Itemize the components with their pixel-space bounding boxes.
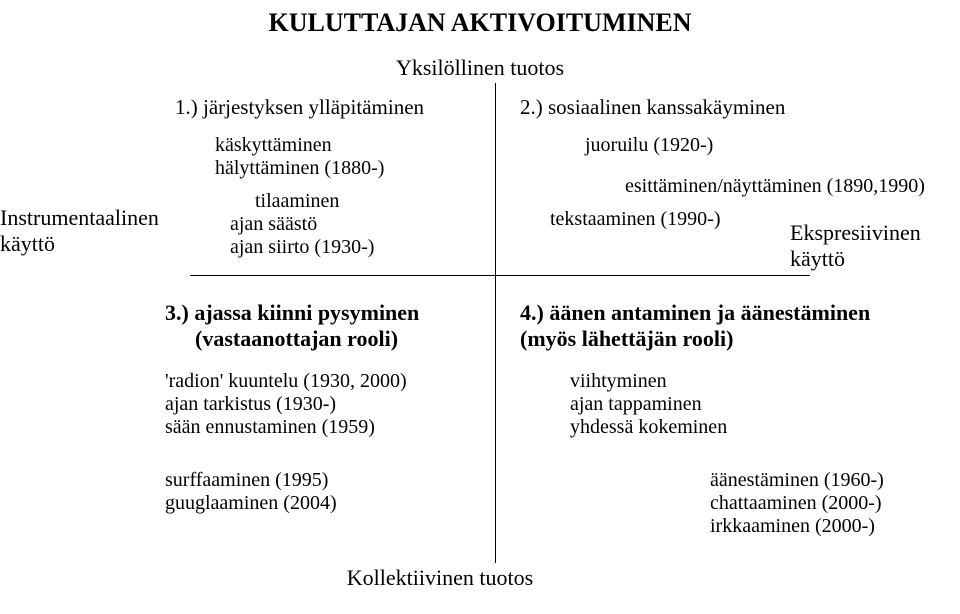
quadrant-2: 2.) sosiaalinen kanssakäyminen juoruilu … xyxy=(520,95,960,231)
q1-line-c: tilaaminen xyxy=(175,190,485,213)
horizontal-axis-line xyxy=(190,275,810,276)
quadrant-3: 3.) ajassa kiinni pysyminen (vastaanotta… xyxy=(165,300,495,515)
q3-line-c: sään ennustaminen (1959) xyxy=(165,416,495,439)
q1-line-e: ajan siirto (1930-) xyxy=(175,236,485,259)
q2-heading: 2.) sosiaalinen kanssakäyminen xyxy=(520,95,960,120)
q3-heading-l2: (vastaanottajan rooli) xyxy=(165,326,495,352)
q4-line-d: äänestäminen (1960-) xyxy=(520,469,960,492)
quadrant-4: 4.) äänen antaminen ja äänestäminen (myö… xyxy=(520,300,960,538)
q3-line-a: 'radion' kuuntelu (1930, 2000) xyxy=(165,370,495,393)
right-axis-line2: käyttö xyxy=(790,246,960,272)
q4-line-c: yhdessä kokeminen xyxy=(520,416,960,439)
left-axis-line2: käyttö xyxy=(0,231,195,257)
q4-heading-l1: 4.) äänen antaminen ja äänestäminen xyxy=(520,300,960,326)
q4-line-b: ajan tappaminen xyxy=(520,393,960,416)
q1-line-b: hälyttäminen (1880-) xyxy=(175,157,485,180)
page-title: KULUTTAJAN AKTIVOITUMINEN xyxy=(0,8,960,38)
q1-heading: 1.) järjestyksen ylläpitäminen xyxy=(175,95,485,120)
q3-line-b: ajan tarkistus (1930-) xyxy=(165,393,495,416)
left-axis-line1: Instrumentaalinen xyxy=(0,205,195,231)
bottom-axis-label: Kollektiivinen tuotos xyxy=(60,565,820,591)
q3-heading-l1: 3.) ajassa kiinni pysyminen xyxy=(165,300,495,326)
vertical-axis-line xyxy=(495,83,496,563)
q2-line-c: tekstaaminen (1990-) xyxy=(520,208,960,231)
q2-line-b: esittäminen/näyttäminen (1890,1990) xyxy=(520,175,960,198)
q1-line-a: käskyttäminen xyxy=(175,134,485,157)
left-axis-label: Instrumentaalinen käyttö xyxy=(0,205,195,257)
q4-line-f: irkkaaminen (2000-) xyxy=(520,515,960,538)
quadrant-1: 1.) järjestyksen ylläpitäminen käskyttäm… xyxy=(175,95,485,259)
q4-line-a: viihtyminen xyxy=(520,370,960,393)
q3-line-d: surffaaminen (1995) xyxy=(165,469,495,492)
top-axis-label: Yksilöllinen tuotos xyxy=(0,55,960,81)
q4-heading-l2: (myös lähettäjän rooli) xyxy=(520,326,960,352)
q3-line-e: guuglaaminen (2004) xyxy=(165,492,495,515)
q1-line-d: ajan säästö xyxy=(175,213,485,236)
q2-line-a: juoruilu (1920-) xyxy=(520,134,960,157)
q4-line-e: chattaaminen (2000-) xyxy=(520,492,960,515)
